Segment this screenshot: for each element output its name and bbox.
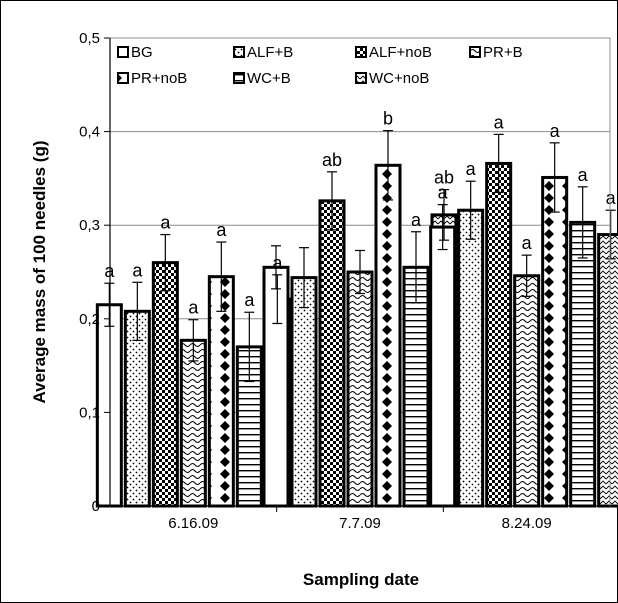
axes-group: 0 0,1 0,2 0,3 0,4 0,5 6.16.09 7.7.09 8.24.09: [79, 30, 611, 532]
bar: [597, 233, 618, 508]
significance-label: b: [383, 109, 393, 129]
legend-swatch: [117, 72, 129, 84]
bar: [179, 338, 207, 508]
x-tick-label: 6.16.09: [168, 515, 218, 532]
legend-swatch: [233, 72, 245, 84]
legend-swatch: [469, 46, 481, 58]
significance-label: a: [188, 298, 199, 318]
significance-label: ab: [434, 168, 454, 188]
bar: [290, 276, 318, 508]
legend-label: PR+B: [483, 44, 523, 61]
significance-label: a: [244, 290, 255, 310]
significance-label: a: [438, 183, 449, 203]
y-tick-label: 0,2: [79, 311, 100, 328]
significance-label: a: [522, 233, 533, 253]
bar: [262, 265, 290, 508]
legend-label: PR+noB: [131, 70, 187, 87]
bar: [457, 208, 485, 508]
significance-label: a: [411, 210, 422, 230]
legend-swatch: [355, 72, 367, 84]
legend-label: ALF+noB: [369, 44, 432, 61]
significance-label: a: [132, 260, 143, 280]
legend-label: WC+noB: [369, 70, 429, 87]
bar: [485, 161, 513, 508]
y-tick-label: 0,4: [79, 124, 100, 141]
significance-label: a: [216, 220, 227, 240]
legend-swatch: [233, 46, 245, 58]
legend: BG ALF+B ALF+noB PR+B PR+noB WC+B WC+noB: [117, 44, 523, 87]
y-tick-label: 0,5: [79, 30, 100, 47]
bar: [346, 270, 374, 508]
bar: [151, 261, 179, 508]
y-axis-title: Average mass of 100 needles (g): [30, 141, 49, 404]
significance-label: a: [550, 121, 561, 141]
x-axis-title: Sampling date: [303, 570, 419, 589]
bar: [318, 199, 346, 508]
significance-label: a: [606, 188, 617, 208]
legend-label: WC+B: [247, 70, 291, 87]
bar: [374, 163, 402, 508]
legend-label: BG: [131, 44, 153, 61]
bar: [429, 225, 457, 508]
significance-label: a: [160, 213, 171, 233]
legend-label: ALF+B: [247, 44, 293, 61]
x-tick-label: 8.24.09: [502, 515, 552, 532]
y-tick-label: 0,1: [79, 404, 100, 421]
significance-label: a: [272, 253, 283, 273]
legend-swatch: [355, 46, 367, 58]
x-tick-label: 7.7.09: [339, 515, 381, 532]
bar: [541, 175, 569, 508]
bar: [569, 220, 597, 508]
bar-series-group: [95, 161, 618, 508]
significance-label: a: [466, 159, 477, 179]
error-bars-group: [104, 130, 616, 383]
y-tick-label: 0,3: [79, 217, 100, 234]
legend-swatch: [117, 46, 129, 58]
significance-label: ab: [322, 150, 342, 170]
significance-label: a: [494, 112, 505, 132]
bar: [95, 303, 123, 508]
y-tick-label: 0: [92, 498, 100, 515]
bar: [513, 274, 541, 508]
significance-label: a: [578, 165, 589, 185]
